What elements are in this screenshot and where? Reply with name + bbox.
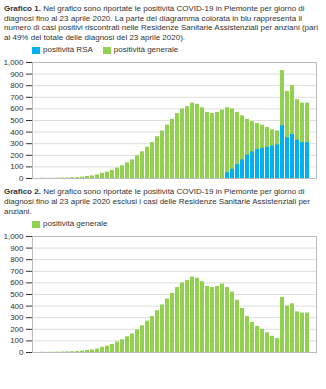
svg-text:500: 500 (10, 116, 24, 125)
svg-text:200: 200 (10, 151, 24, 160)
svg-text:400: 400 (10, 302, 24, 311)
svg-text:600: 600 (10, 279, 24, 288)
svg-text:600: 600 (10, 105, 24, 114)
svg-text:300: 300 (10, 313, 24, 322)
svg-text:800: 800 (10, 82, 24, 91)
svg-text:0: 0 (19, 174, 24, 182)
svg-text:800: 800 (10, 255, 24, 264)
svg-text:900: 900 (10, 70, 24, 79)
svg-text:400: 400 (10, 128, 24, 137)
svg-text:1,000: 1,000 (4, 232, 24, 241)
svg-text:0: 0 (19, 348, 24, 356)
svg-text:700: 700 (10, 267, 24, 276)
svg-text:500: 500 (10, 290, 24, 299)
html-text:positività RSA: positività RSA (43, 45, 93, 55)
html-text:positività generale: positività generale (113, 45, 179, 55)
svg-text:1,000: 1,000 (4, 58, 24, 67)
html-text:positività generale: positività generale (43, 219, 108, 229)
svg-text:700: 700 (10, 93, 24, 102)
html-text:Grafico 1. Nel grafico sono ri: Grafico 1. Nel grafico sono riportate le… (4, 4, 318, 42)
html-text:Grafico 2. Nel grafico sono ri: Grafico 2. Nel grafico sono riportate le… (4, 187, 310, 216)
svg-text:100: 100 (10, 337, 24, 346)
svg-text:900: 900 (10, 244, 24, 253)
svg-text:300: 300 (10, 140, 24, 149)
svg-text:200: 200 (10, 325, 24, 334)
svg-text:100: 100 (10, 163, 24, 172)
